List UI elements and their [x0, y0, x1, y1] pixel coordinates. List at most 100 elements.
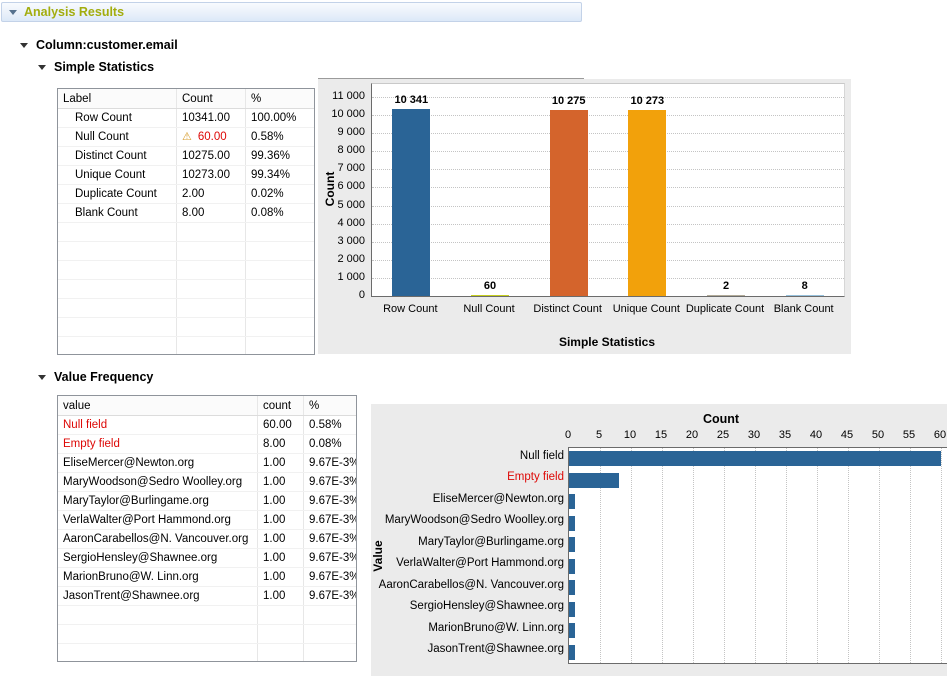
- value-frequency-section-header[interactable]: Value Frequency: [38, 370, 153, 384]
- column-header-value[interactable]: value: [58, 396, 258, 415]
- column-header-count[interactable]: Count: [177, 89, 246, 108]
- table-row[interactable]: Duplicate Count 2.00 0.02%: [58, 185, 314, 204]
- table-row[interactable]: Null field 60.00 0.58%: [58, 416, 356, 435]
- collapse-arrow-icon[interactable]: [38, 64, 46, 70]
- table-row[interactable]: MarionBruno@W. Linn.org 1.00 9.67E-3%: [58, 568, 356, 587]
- collapse-arrow-icon[interactable]: [9, 9, 17, 15]
- table-row[interactable]: MaryTaylor@Burlingame.org 1.00 9.67E-3%: [58, 492, 356, 511]
- y-tick-label: 9 000: [337, 126, 365, 139]
- value-frequency-title: Value Frequency: [54, 370, 154, 384]
- cell-label: Blank Count: [58, 204, 177, 222]
- table-row[interactable]: Empty field 8.00 0.08%: [58, 435, 356, 454]
- gridline: [372, 277, 844, 279]
- bar-sergiohensley-shawnee-org[interactable]: [569, 601, 576, 617]
- bar-elisemercer-newton-org[interactable]: [569, 494, 576, 509]
- table-row[interactable]: Null Count ⚠ 60.00 0.58%: [58, 128, 314, 147]
- gridline: [848, 448, 849, 663]
- bar-row-count[interactable]: [392, 108, 431, 296]
- bar-value-label: 10 273: [630, 95, 665, 108]
- y-tick-label: 5 000: [337, 198, 365, 211]
- cell-value: AaronCarabellos@N. Vancouver.org: [58, 530, 258, 548]
- bar-marywoodson-sedro-woolley-org[interactable]: [569, 515, 576, 531]
- empty-table-row: [58, 299, 314, 318]
- empty-cell: [177, 223, 246, 241]
- empty-table-row: [58, 318, 314, 337]
- column-header-label[interactable]: Label: [58, 89, 177, 108]
- table-header-row: value count%: [58, 396, 356, 416]
- y-tick-label: 0: [358, 289, 365, 301]
- bar-blank-count[interactable]: [785, 294, 824, 296]
- warning-icon: ⚠: [182, 130, 192, 143]
- bar-empty-field[interactable]: [569, 472, 619, 488]
- bar-verlawalter-port-hammond-org[interactable]: [569, 558, 576, 574]
- cell-pct: 9.67E-3%: [309, 476, 356, 488]
- table-row[interactable]: Distinct Count 10275.00 99.36%: [58, 147, 314, 166]
- column-section-header[interactable]: Column:customer.email: [20, 38, 178, 52]
- collapse-arrow-icon[interactable]: [38, 374, 46, 380]
- cell-label: Unique Count: [58, 166, 177, 184]
- simple-statistics-title: Simple Statistics: [54, 60, 155, 74]
- simple-statistics-section-header[interactable]: Simple Statistics: [38, 60, 154, 74]
- bar-value-label: 2: [722, 279, 730, 292]
- table-row[interactable]: SergioHensley@Shawnee.org 1.00 9.67E-3%: [58, 549, 356, 568]
- y-category-label: EliseMercer@Newton.org: [432, 492, 564, 505]
- empty-cell: [58, 606, 258, 624]
- cell-value: EliseMercer@Newton.org: [58, 454, 258, 472]
- empty-cell: [177, 242, 246, 260]
- gridline: [372, 205, 844, 207]
- column-header-count[interactable]: count: [258, 396, 304, 415]
- empty-cell: [304, 625, 356, 643]
- cell-count: 1.00: [258, 587, 304, 605]
- y-category-label: MaryWoodson@Sedro Woolley.org: [384, 514, 564, 527]
- value-frequency-table: value count% Null field 60.00 0.58% Empty fie…: [57, 395, 357, 662]
- bar-value-label: 60: [483, 279, 497, 292]
- simple-statistics-table: Label Count% Row Count 10341.00 100.00% Null …: [57, 88, 315, 355]
- cell-pct: 99.34%: [251, 169, 291, 181]
- chart-title: Count: [702, 412, 740, 426]
- table-row[interactable]: EliseMercer@Newton.org 1.00 9.67E-3%: [58, 454, 356, 473]
- cell-count: 10341.00: [177, 109, 246, 127]
- bar-marytaylor-burlingame-org[interactable]: [569, 537, 576, 552]
- analysis-results-section-header[interactable]: Analysis Results: [1, 2, 582, 22]
- empty-table-row: [58, 223, 314, 242]
- table-row[interactable]: Row Count 10341.00 100.00%: [58, 109, 314, 128]
- y-tick-label: 8 000: [337, 144, 365, 157]
- x-tick-label: 15: [654, 429, 668, 441]
- cell-count: 1.00: [258, 530, 304, 548]
- table-row[interactable]: VerlaWalter@Port Hammond.org 1.00 9.67E-3%: [58, 511, 356, 530]
- cell-pct: 0.08%: [309, 438, 342, 450]
- x-tick-label: 25: [716, 429, 730, 441]
- y-tick-label: 11 000: [332, 90, 365, 102]
- bar-marionbruno-w-linn-org[interactable]: [569, 623, 576, 638]
- empty-cell: [58, 625, 258, 643]
- cell-count: 2.00: [177, 185, 246, 203]
- cell-label: Distinct Count: [58, 147, 177, 165]
- cell-value: VerlaWalter@Port Hammond.org: [58, 511, 258, 529]
- cell-label: Duplicate Count: [58, 185, 177, 203]
- cell-count: 10273.00: [177, 166, 246, 184]
- column-header-[interactable]: %: [309, 399, 320, 412]
- bar-distinct-count[interactable]: [549, 110, 588, 296]
- table-row[interactable]: Blank Count 8.00 0.08%: [58, 204, 314, 223]
- gridline: [600, 448, 601, 663]
- collapse-arrow-icon[interactable]: [20, 42, 28, 48]
- table-row[interactable]: MaryWoodson@Sedro Woolley.org 1.00 9.67E-3…: [58, 473, 356, 492]
- table-row[interactable]: Unique Count 10273.00 99.34%: [58, 166, 314, 185]
- x-category-label: Unique Count: [612, 303, 680, 315]
- table-row[interactable]: AaronCarabellos@N. Vancouver.org 1.00 9.67…: [58, 530, 356, 549]
- bar-unique-count[interactable]: [628, 110, 667, 296]
- bar-null-field[interactable]: [569, 451, 941, 466]
- x-tick-label: 60: [933, 429, 947, 441]
- bar-jasontrent-shawnee-org[interactable]: [569, 644, 576, 660]
- bar-null-count[interactable]: [471, 294, 509, 296]
- bar-duplicate-count[interactable]: [707, 294, 745, 296]
- x-category-label: Null Count: [463, 303, 515, 315]
- cell-count: 1.00: [258, 568, 304, 586]
- y-category-label: MarionBruno@W. Linn.org: [428, 621, 564, 634]
- column-header-[interactable]: %: [251, 92, 262, 105]
- bar-aaroncarabellos-n-vancouver-org[interactable]: [569, 580, 576, 595]
- plot-area: 10 341 60 10 275 10 273 2 8: [371, 83, 845, 297]
- cell-pct: 99.36%: [251, 150, 291, 162]
- table-row[interactable]: JasonTrent@Shawnee.org 1.00 9.67E-3%: [58, 587, 356, 606]
- cell-count: 1.00: [258, 454, 304, 472]
